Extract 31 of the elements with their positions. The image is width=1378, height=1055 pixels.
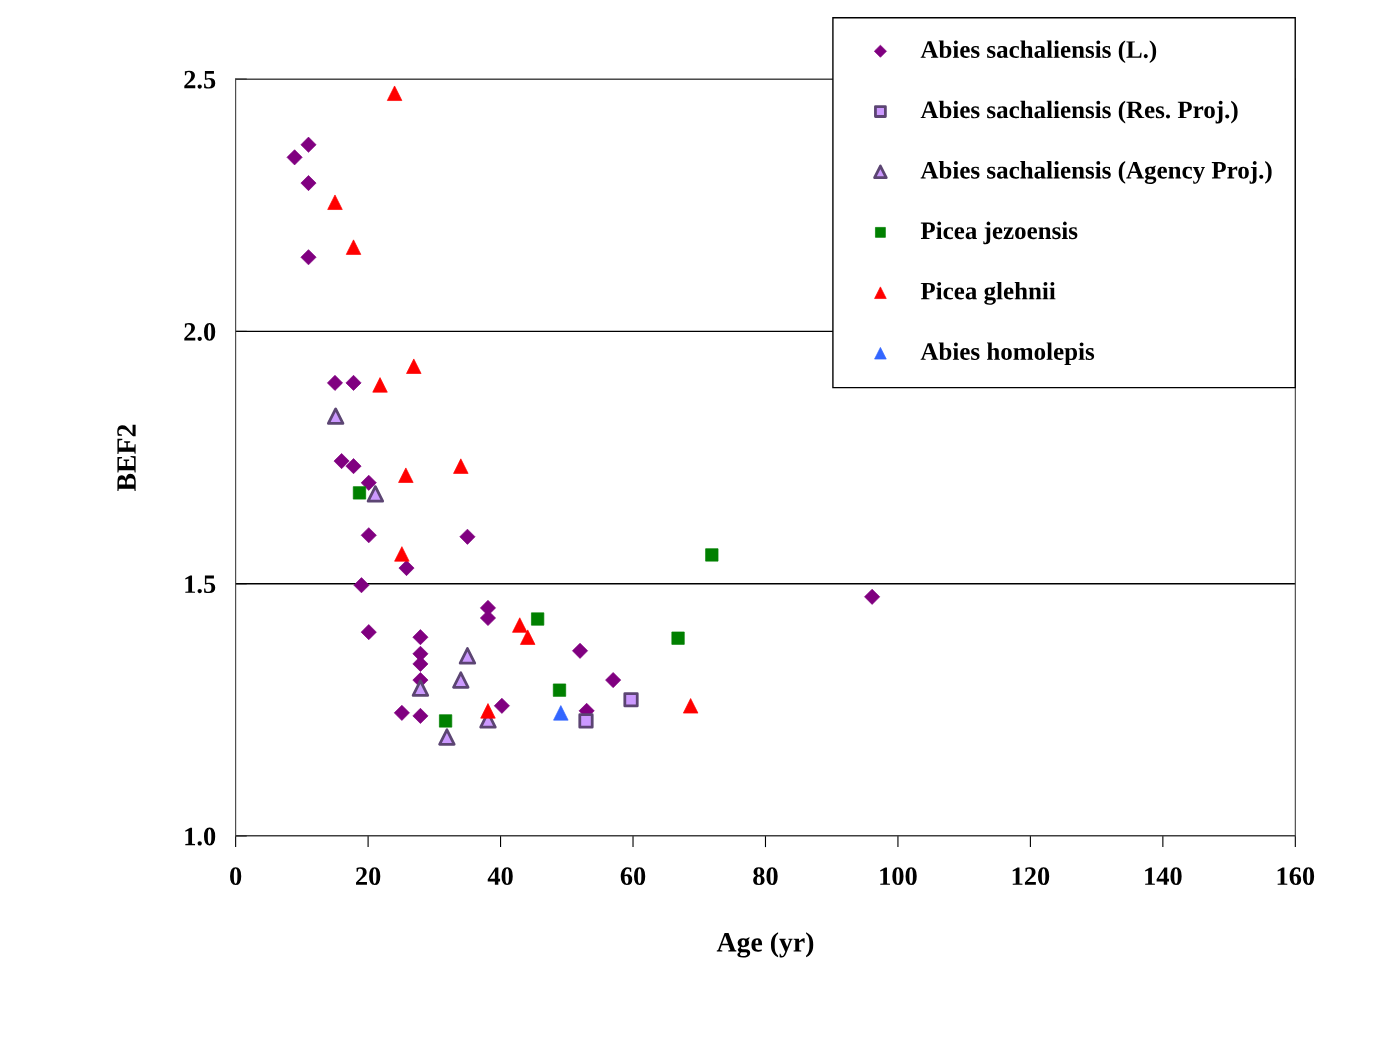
x-tick-label: 140 <box>1145 867 1182 886</box>
x-axis-title: Age (yr) <box>716 932 814 958</box>
y-tick-label: 2.5 <box>184 70 216 89</box>
y-axis-title: BEF2 <box>117 424 136 492</box>
x-tick-label: 20 <box>356 867 381 886</box>
y-tick-label: 1.5 <box>185 575 216 594</box>
x-tick-label: 80 <box>753 867 778 886</box>
point <box>438 728 456 746</box>
point <box>411 679 430 697</box>
point <box>366 485 385 503</box>
legend-label: Picea glehnii <box>920 281 1056 305</box>
point <box>345 458 362 475</box>
point <box>333 453 350 470</box>
point <box>458 647 477 665</box>
point <box>578 713 594 729</box>
legend-label: Picea jezoensis <box>920 221 1078 245</box>
x-tick-label: 0 <box>230 867 242 886</box>
legend-label: Abies sachaliensis (L.) <box>920 40 1157 64</box>
x-tick-label: 160 <box>1277 867 1315 886</box>
legend-label: Abies sachaliensis (Res. Proj.) <box>920 100 1238 124</box>
point <box>326 407 345 425</box>
legend-label: Abies sachaliensis (Agency Proj.) <box>920 161 1272 184</box>
y-tick-label: 2.0 <box>184 323 216 341</box>
point <box>623 692 639 708</box>
x-tick-label: 60 <box>620 867 646 886</box>
x-tick-label: 100 <box>880 867 917 886</box>
x-tick-label: 40 <box>487 867 513 886</box>
point <box>452 671 470 689</box>
legend-label: Abies homolepis <box>920 342 1095 366</box>
x-tick-label: 120 <box>1012 867 1050 886</box>
y-tick-label: 1.0 <box>185 827 216 846</box>
